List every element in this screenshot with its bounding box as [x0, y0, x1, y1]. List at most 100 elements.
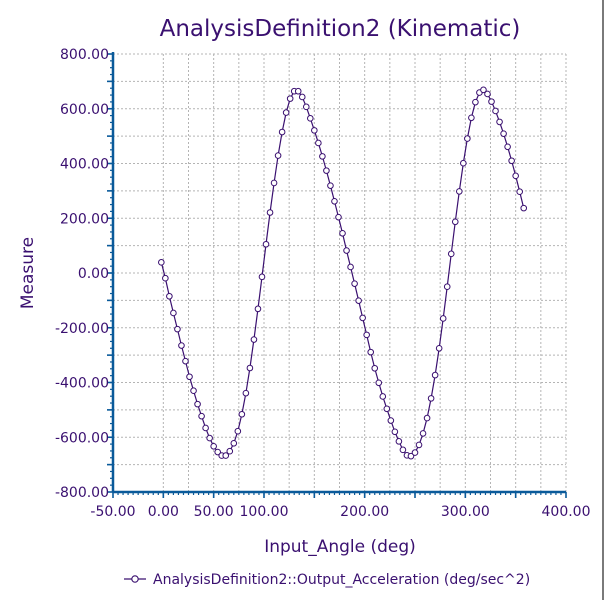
data-point	[258, 273, 266, 281]
data-point	[194, 400, 201, 408]
grid	[113, 53, 567, 492]
data-point	[254, 305, 262, 313]
data-point	[210, 442, 217, 450]
data-point	[250, 336, 258, 343]
data-point	[455, 188, 463, 195]
data-point	[242, 389, 250, 397]
axes: -50.00 0.00 50.00 100.00 200.00 300.00 400.00 8…	[55, 47, 591, 520]
chart-title: AnalysisDefinition2 (Kinematic)	[160, 16, 521, 42]
series-layer	[158, 86, 528, 460]
y-tick-label: 0.00	[78, 266, 109, 282]
y-tick-label: -200.00	[55, 321, 109, 337]
x-tick-label: 400.00	[542, 504, 591, 520]
data-point	[278, 128, 286, 136]
y-tick-label: -800.00	[55, 485, 109, 501]
data-point	[488, 98, 495, 105]
data-point	[230, 439, 238, 447]
data-point	[480, 86, 487, 94]
data-point	[447, 250, 455, 258]
data-point	[246, 364, 254, 372]
data-point	[294, 87, 302, 95]
y-tick-label: 200.00	[60, 211, 109, 227]
y-tick-label: -600.00	[55, 430, 109, 446]
legend: AnalysisDefinition2::Output_Acceleration…	[124, 572, 530, 588]
x-axis-title: Input_Angle (deg)	[264, 537, 416, 557]
data-point	[516, 188, 523, 195]
data-point	[427, 395, 435, 402]
data-point	[407, 452, 415, 460]
x-tick-label: 50.00	[194, 504, 234, 520]
data-point	[166, 292, 173, 300]
data-point	[464, 135, 471, 142]
data-point	[383, 405, 391, 413]
data-point	[504, 143, 511, 151]
data-point	[395, 438, 403, 445]
data-point	[307, 115, 314, 122]
data-point	[158, 259, 165, 266]
data-point	[411, 449, 419, 456]
data-point	[520, 204, 528, 212]
data-point	[443, 283, 451, 290]
x-tick-label: -50.00	[90, 504, 135, 520]
data-point	[170, 309, 177, 317]
data-point	[311, 127, 318, 134]
data-point	[262, 240, 270, 248]
data-point	[419, 430, 427, 437]
data-point	[496, 118, 503, 126]
data-point	[359, 314, 366, 322]
data-point	[234, 427, 242, 435]
data-point	[431, 371, 439, 379]
data-point	[347, 263, 354, 271]
data-point	[202, 424, 209, 432]
data-point	[363, 331, 370, 339]
x-tick-label: 0.00	[148, 504, 179, 520]
data-point	[492, 107, 499, 115]
data-point	[343, 247, 350, 254]
data-point	[182, 357, 189, 365]
data-point	[174, 325, 181, 333]
data-point	[367, 348, 375, 356]
data-point	[371, 364, 379, 372]
data-point	[178, 342, 185, 349]
data-point	[375, 379, 383, 387]
data-point	[298, 93, 306, 101]
y-tick-label: 800.00	[60, 47, 109, 63]
data-point	[270, 179, 278, 187]
y-tick-label: 600.00	[60, 102, 109, 118]
data-point	[323, 167, 330, 174]
data-point	[282, 109, 290, 116]
data-point	[222, 452, 230, 459]
data-point	[190, 387, 197, 395]
y-axis-title: Measure	[18, 237, 38, 309]
data-point	[186, 373, 193, 381]
data-point	[439, 315, 447, 322]
data-point	[274, 152, 282, 159]
y-tick-label: -400.00	[55, 376, 109, 392]
data-point	[339, 230, 346, 237]
data-point	[331, 197, 338, 205]
data-point	[399, 446, 407, 454]
data-point	[206, 434, 213, 442]
data-point	[335, 213, 342, 221]
x-tick-label: 100.00	[240, 504, 289, 520]
data-point	[266, 209, 274, 216]
data-point	[500, 130, 507, 137]
data-point	[387, 417, 395, 424]
legend-marker-swatch	[131, 575, 139, 583]
data-point	[198, 412, 205, 420]
data-point	[319, 153, 326, 160]
data-point	[226, 447, 234, 455]
window-edge	[602, 0, 604, 600]
data-point	[460, 159, 467, 167]
data-point	[315, 139, 322, 147]
data-point	[435, 344, 443, 352]
data-point	[327, 182, 334, 189]
data-point	[238, 410, 246, 418]
data-point	[484, 90, 491, 98]
data-point	[512, 172, 519, 180]
data-point	[415, 441, 423, 449]
data-point	[379, 393, 387, 400]
data-point	[508, 157, 515, 165]
